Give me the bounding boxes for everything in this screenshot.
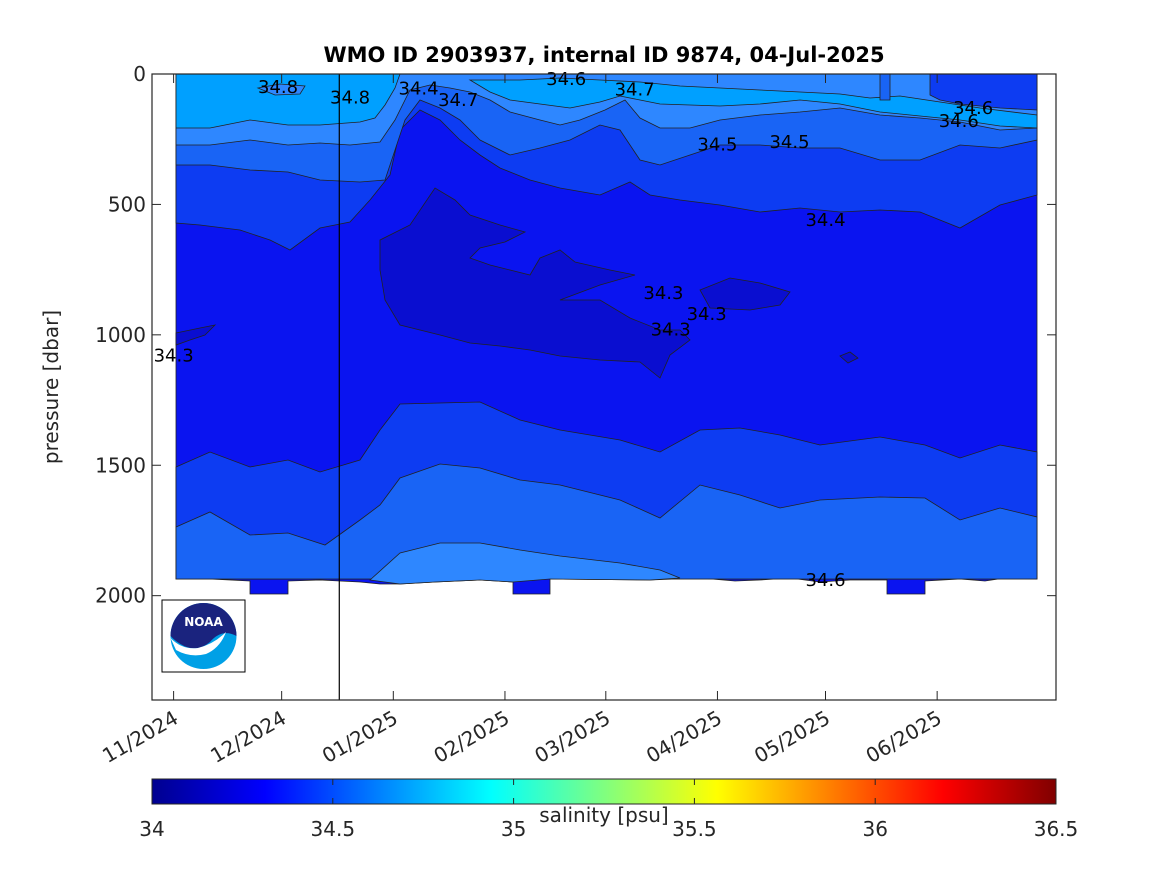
layer-core-34-3 [379,187,691,379]
contour-label: 34.3 [651,320,691,341]
layer-core-34-3-c [175,324,217,346]
y-tick-label: 500 [108,192,146,216]
colorbar-tick-label: 35 [501,817,526,841]
y-tick-label: 2000 [95,584,146,608]
contour-label: 34.4 [398,78,438,99]
x-tick-label: 04/2025 [642,706,726,768]
x-tick-label: 03/2025 [530,706,614,768]
y-tick-label: 0 [133,62,146,86]
y-axis-label: pressure [dbar] [39,310,63,464]
contour-label: 34.6 [546,69,586,90]
layer-core-34-3-d [839,351,859,364]
noaa-logo: NOAA [161,599,246,673]
plot-frame [151,73,1057,701]
x-tick-label: 01/2025 [318,706,402,768]
colorbar-label: salinity [psu] [539,803,668,827]
y-tick-label: 1000 [95,323,146,347]
colorbar-axis: 34 34.5 35 35.5 36 36.5 [139,779,1078,841]
layer-surface-34-8-e [929,74,1038,111]
colorbar-tick-label: 35.5 [672,817,717,841]
contour-label: 34.7 [438,90,478,111]
contour-label: 34.5 [769,132,809,153]
colorbar-tick-label: 36.5 [1034,817,1079,841]
layer-deep-34-67 [369,542,681,585]
noaa-logo-text: NOAA [184,615,223,629]
layer-surface-34-8-b [468,77,1038,129]
y-axis: 0 500 1000 1500 2000 [95,62,1056,608]
contour-label: 34.4 [805,210,845,231]
colorbar [151,778,1057,805]
contour-label: 34.3 [154,346,194,367]
contour-label: 34.3 [643,283,683,304]
contour-label: 34.6 [939,111,979,132]
colorbar-tick-label: 34 [139,817,164,841]
x-tick-label: 11/2024 [98,706,182,768]
contour-label: 34.7 [615,80,655,101]
contour-label: 34.3 [687,304,727,325]
y-tick-label: 1500 [95,453,146,477]
contour-labels: 34.8 34.8 34.434.734.6 34.734.5 34.534.634.6… [154,69,994,591]
layer-deep-34-56 [175,463,1038,580]
contour-label: 34.8 [330,87,370,108]
layer-surface-34-8 [175,74,401,129]
salinity-section-fill [175,74,1038,595]
layer-surface-34-8-d [879,74,891,101]
chart-title: WMO ID 2903937, internal ID 9874, 04-Jul… [323,43,884,67]
colorbar-tick-label: 34.5 [311,817,356,841]
contour-label: 34.8 [258,77,298,98]
x-tick-label: 05/2025 [750,706,834,768]
layer-surface-34-8-c [256,83,306,96]
x-tick-label: 12/2024 [206,706,290,768]
colorbar-tick-label: 36 [862,817,887,841]
x-tick-label: 02/2025 [429,706,513,768]
contour-label: 34.5 [697,134,737,155]
contour-label: 34.6 [953,98,993,119]
contour-label: 34.6 [805,570,845,591]
layer-core-34-3-b [699,277,791,311]
x-tick-label: 06/2025 [862,706,946,768]
